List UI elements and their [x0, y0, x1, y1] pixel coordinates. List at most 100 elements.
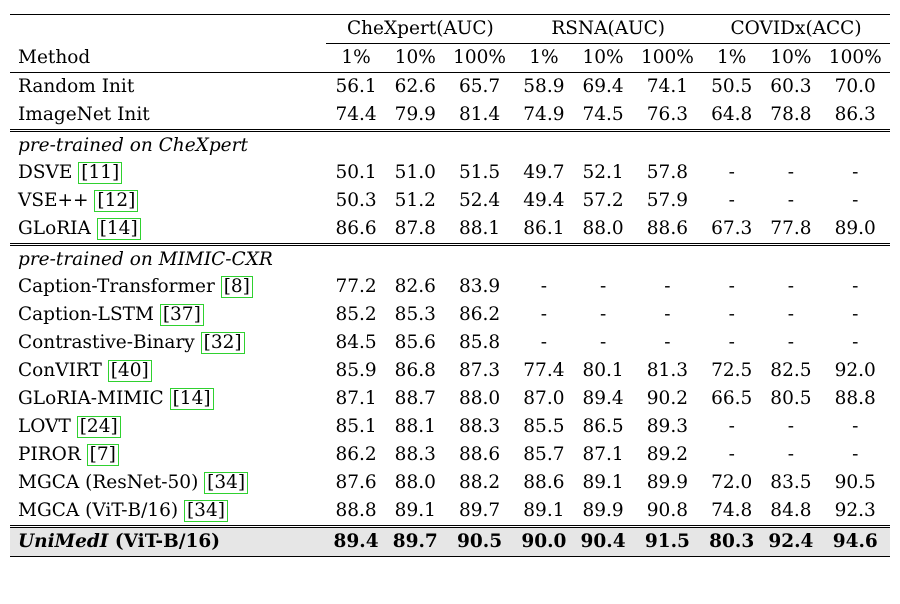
section-title: pre-trained on MIMIC-CXR — [10, 243, 890, 273]
value-cell: - — [728, 190, 735, 211]
value-cell: 81.3 — [646, 360, 688, 381]
method-name: ConVIRT — [18, 360, 108, 381]
group-header-rsna: RSNA(AUC) — [514, 14, 703, 44]
method-name: ImageNet Init — [18, 104, 150, 125]
value-cell: - — [664, 304, 671, 325]
value-cell: - — [599, 304, 607, 325]
value-cell: - — [852, 444, 859, 465]
value-cell: 58.9 — [523, 76, 565, 97]
value-cell: - — [728, 304, 735, 325]
citation-link[interactable]: [14] — [169, 388, 214, 410]
value-cell: 85.2 — [335, 304, 377, 325]
citation-link[interactable]: [34] — [204, 472, 249, 494]
subcol-header: 100% — [632, 43, 703, 73]
citation-link[interactable]: [24] — [76, 416, 121, 438]
ours-backbone: (ViT-B/16) — [108, 531, 220, 552]
method-cell: LOVT [24] — [10, 413, 326, 441]
citation-link[interactable]: [32] — [200, 332, 245, 354]
value-cell: - — [664, 276, 671, 297]
method-cell: VSE++ [12] — [10, 187, 326, 215]
subcol-header: 100% — [444, 43, 515, 73]
citation-link[interactable]: [40] — [107, 360, 152, 382]
value-cell: 84.8 — [770, 500, 812, 521]
value-cell: 90.5 — [444, 525, 515, 557]
value-cell: 85.8 — [458, 332, 501, 353]
value-cell: 82.5 — [770, 360, 812, 381]
value-cell: - — [787, 162, 795, 183]
method-name: MGCA (ViT-B/16) — [18, 500, 184, 521]
group-header-chexpert: CheXpert(AUC) — [326, 14, 515, 44]
value-cell: 51.0 — [394, 162, 436, 183]
value-cell: 80.3 — [702, 525, 762, 557]
method-cell: Caption-Transformer [8] — [10, 273, 326, 301]
citation-link[interactable]: [12] — [94, 190, 139, 212]
value-cell: 88.6 — [458, 444, 501, 465]
method-name: LOVT — [18, 416, 77, 437]
value-cell: 65.7 — [458, 76, 501, 97]
table-row: Caption-LSTM [37] 85.2 85.3 86.2 - - - - - - — [10, 301, 890, 329]
value-cell: 74.8 — [711, 500, 753, 521]
value-cell: 94.6 — [820, 525, 890, 557]
value-cell: 56.1 — [335, 76, 377, 97]
empty-corner — [10, 14, 327, 44]
value-cell: 82.6 — [394, 276, 436, 297]
value-cell: 90.5 — [834, 472, 876, 493]
value-cell: 89.4 — [326, 525, 386, 557]
citation-link[interactable]: [11] — [78, 162, 123, 184]
value-cell: 85.3 — [394, 304, 436, 325]
table-row: GLoRIA [14] 86.6 87.8 88.1 86.1 88.0 88.6 67.3 7… — [10, 215, 890, 245]
citation-link[interactable]: [14] — [96, 218, 141, 240]
method-header: Method — [10, 43, 327, 73]
value-cell: 83.5 — [770, 472, 812, 493]
method-name: DSVE — [18, 162, 79, 183]
table-row: MGCA (ResNet-50) [34] 87.6 88.0 88.2 88.6 89.… — [10, 469, 890, 497]
subcol-header: 100% — [820, 43, 890, 73]
value-cell: 72.5 — [711, 360, 753, 381]
ours-name: UniMedI — [18, 531, 109, 552]
value-cell: - — [787, 304, 795, 325]
value-cell: - — [728, 444, 735, 465]
subcol-header: 1% — [514, 43, 574, 73]
value-cell: 89.7 — [458, 500, 501, 521]
value-cell: 77.2 — [335, 276, 377, 297]
value-cell: - — [599, 332, 607, 353]
table-row: GLoRIA-MIMIC [14] 87.1 88.7 88.0 87.0 89.4 90.… — [10, 385, 890, 413]
method-name: GLoRIA-MIMIC — [18, 388, 170, 409]
citation-link[interactable]: [8] — [220, 276, 253, 298]
table-row: VSE++ [12] 50.3 51.2 52.4 49.4 57.2 57.9 - - - — [10, 187, 890, 215]
table-row: ConVIRT [40] 85.9 86.8 87.3 77.4 80.1 81.3 72.5… — [10, 357, 890, 385]
value-cell: 90.8 — [646, 500, 688, 521]
value-cell: 86.6 — [335, 218, 377, 239]
value-cell: 87.6 — [335, 472, 377, 493]
citation-link[interactable]: [7] — [86, 444, 119, 466]
value-cell: 86.3 — [834, 104, 876, 125]
value-cell: - — [852, 162, 859, 183]
table-row: Contrastive-Binary [32] 84.5 85.6 85.8 - - - - -… — [10, 329, 890, 357]
group-header-covidx: COVIDx(ACC) — [702, 14, 890, 44]
value-cell: 57.8 — [646, 162, 688, 183]
value-cell: 89.9 — [582, 500, 624, 521]
value-cell: 91.5 — [632, 525, 703, 557]
value-cell: 69.4 — [582, 76, 624, 97]
citation-link[interactable]: [34] — [183, 500, 228, 522]
value-cell: - — [852, 416, 859, 437]
value-cell: 50.3 — [335, 190, 377, 211]
value-cell: 92.0 — [834, 360, 876, 381]
value-cell: 89.1 — [582, 472, 624, 493]
section-header-row: pre-trained on CheXpert — [10, 129, 890, 159]
value-cell: 64.8 — [711, 104, 753, 125]
subcol-header: 10% — [573, 43, 633, 73]
citation-link[interactable]: [37] — [159, 304, 204, 326]
method-cell: Random Init — [10, 73, 326, 102]
value-cell: - — [787, 190, 795, 211]
value-cell: 87.8 — [394, 218, 436, 239]
value-cell: 88.1 — [458, 218, 501, 239]
section-title: pre-trained on CheXpert — [10, 129, 890, 159]
value-cell: - — [540, 332, 548, 353]
value-cell: - — [728, 416, 735, 437]
value-cell: 88.3 — [394, 444, 436, 465]
value-cell: 85.5 — [523, 416, 565, 437]
value-cell: 74.5 — [582, 104, 624, 125]
value-cell: 57.2 — [582, 190, 624, 211]
method-cell: GLoRIA [14] — [10, 215, 326, 245]
